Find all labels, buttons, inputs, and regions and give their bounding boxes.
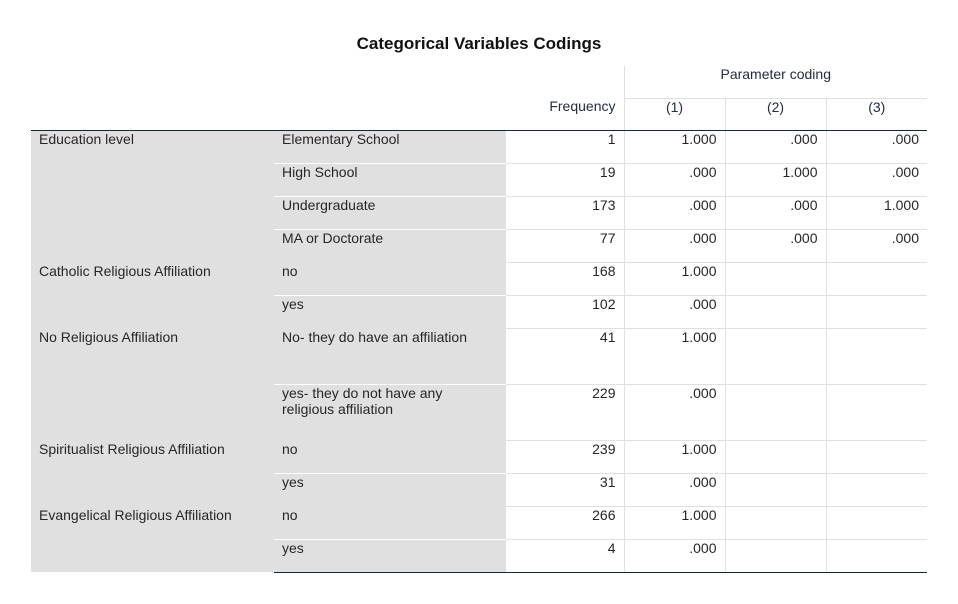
param-coding-2-cell	[724, 294, 826, 328]
param-coding-2-cell	[724, 439, 826, 473]
table-row: yes 4.000	[31, 538, 927, 573]
frequency-cell: 19	[506, 162, 624, 196]
param-coding-2-cell: 1.000	[724, 162, 826, 196]
category-label: No- they do have an affiliation	[274, 327, 506, 384]
param-coding-1-cell: .000	[623, 538, 725, 573]
frequency-cell: 31	[506, 472, 624, 506]
category-label: yes	[274, 472, 506, 506]
param-coding-3-cell	[825, 294, 927, 328]
param-col-2-header: (2)	[724, 98, 826, 131]
header-empty-cell	[274, 98, 506, 131]
frequency-cell: 266	[506, 505, 624, 539]
param-coding-3-cell	[825, 472, 927, 506]
param-coding-3-cell	[825, 327, 927, 384]
frequency-cell: 41	[506, 327, 624, 384]
table-row: yes- they do not have any religious affi…	[31, 383, 927, 440]
header-row-top: Parameter coding	[31, 66, 927, 99]
category-label: yes	[274, 294, 506, 328]
category-label: yes	[274, 538, 506, 573]
param-coding-2-cell: .000	[724, 130, 826, 163]
variable-label: Evangelical Religious Affiliation	[31, 505, 274, 572]
param-coding-2-cell	[724, 327, 826, 384]
param-col-3-header: (3)	[825, 98, 927, 131]
param-coding-1-cell: 1.000	[623, 130, 725, 163]
variable-label: Catholic Religious Affiliation	[31, 261, 274, 328]
param-coding-3-cell: .000	[825, 228, 927, 262]
table-row: No Religious Affiliation No- they do have…	[31, 327, 927, 440]
category-label: Elementary School	[274, 130, 506, 163]
param-coding-3-cell	[825, 505, 927, 539]
param-coding-1-cell: .000	[623, 195, 725, 229]
table-row: yes 102.000	[31, 294, 927, 328]
table-row: Spiritualist Religious Affiliation no 239 1…	[31, 439, 927, 506]
param-coding-1-cell: .000	[623, 383, 725, 440]
category-label: no	[274, 505, 506, 539]
param-coding-2-cell	[724, 538, 826, 573]
frequency-cell: 229	[506, 383, 624, 440]
header-empty-cell	[31, 98, 274, 131]
variable-label: Education level	[31, 130, 274, 262]
table-row: MA or Doctorate 77.000.000.000	[31, 228, 927, 262]
category-label: no	[274, 439, 506, 473]
category-label: Undergraduate	[274, 195, 506, 229]
category-label: High School	[274, 162, 506, 196]
table-title: Categorical Variables Codings	[356, 34, 602, 53]
frequency-cell: 168	[506, 261, 624, 295]
param-coding-2-cell	[724, 261, 826, 295]
table-row: Evangelical Religious Affiliation no 266 1.…	[31, 505, 927, 572]
category-label: no	[274, 261, 506, 295]
frequency-header: Frequency	[506, 98, 624, 131]
param-coding-1-cell: 1.000	[623, 439, 725, 473]
param-col-1-header: (1)	[623, 98, 725, 131]
param-coding-3-cell	[825, 538, 927, 573]
param-coding-1-cell: 1.000	[623, 505, 725, 539]
frequency-cell: 77	[506, 228, 624, 262]
variable-label: Spiritualist Religious Affiliation	[31, 439, 274, 506]
param-coding-3-cell	[825, 261, 927, 295]
table-row: Education level Elementary School 1 1.000.0…	[31, 130, 927, 262]
param-coding-1-cell: 1.000	[623, 327, 725, 384]
param-coding-3-cell	[825, 439, 927, 473]
param-coding-1-cell: .000	[623, 162, 725, 196]
categorical-codings-table: Parameter coding Frequency (1) (2) (3) E…	[31, 66, 927, 573]
header-empty-cell	[274, 66, 506, 98]
param-coding-1-cell: .000	[623, 472, 725, 506]
frequency-cell: 239	[506, 439, 624, 473]
table-row: Catholic Religious Affiliation no 168 1.000	[31, 261, 927, 328]
frequency-cell: 173	[506, 195, 624, 229]
frequency-cell: 102	[506, 294, 624, 328]
param-coding-3-cell	[825, 383, 927, 440]
frequency-cell: 4	[506, 538, 624, 573]
param-coding-1-cell: 1.000	[623, 261, 725, 295]
param-coding-2-cell	[724, 505, 826, 539]
param-coding-3-cell: .000	[825, 162, 927, 196]
param-coding-2-cell: .000	[724, 195, 826, 229]
param-coding-3-cell: .000	[825, 130, 927, 163]
param-coding-1-cell: .000	[623, 228, 725, 262]
frequency-cell: 1	[506, 130, 624, 163]
table-row: yes 31.000	[31, 472, 927, 506]
header-row-bottom: Frequency (1) (2) (3)	[31, 98, 927, 131]
table-row: High School 19.000 1.000.000	[31, 162, 927, 196]
category-label: MA or Doctorate	[274, 228, 506, 262]
header-empty-cell	[506, 66, 624, 98]
parameter-coding-header: Parameter coding	[623, 66, 927, 99]
param-coding-2-cell	[724, 383, 826, 440]
param-coding-2-cell	[724, 472, 826, 506]
param-coding-3-cell: 1.000	[825, 195, 927, 229]
variable-label: No Religious Affiliation	[31, 327, 274, 440]
param-coding-1-cell: .000	[623, 294, 725, 328]
param-coding-2-cell: .000	[724, 228, 826, 262]
header-empty-cell	[31, 66, 274, 98]
table-row: Undergraduate 173.000.000 1.000	[31, 195, 927, 229]
category-label: yes- they do not have any religious affi…	[274, 383, 506, 440]
